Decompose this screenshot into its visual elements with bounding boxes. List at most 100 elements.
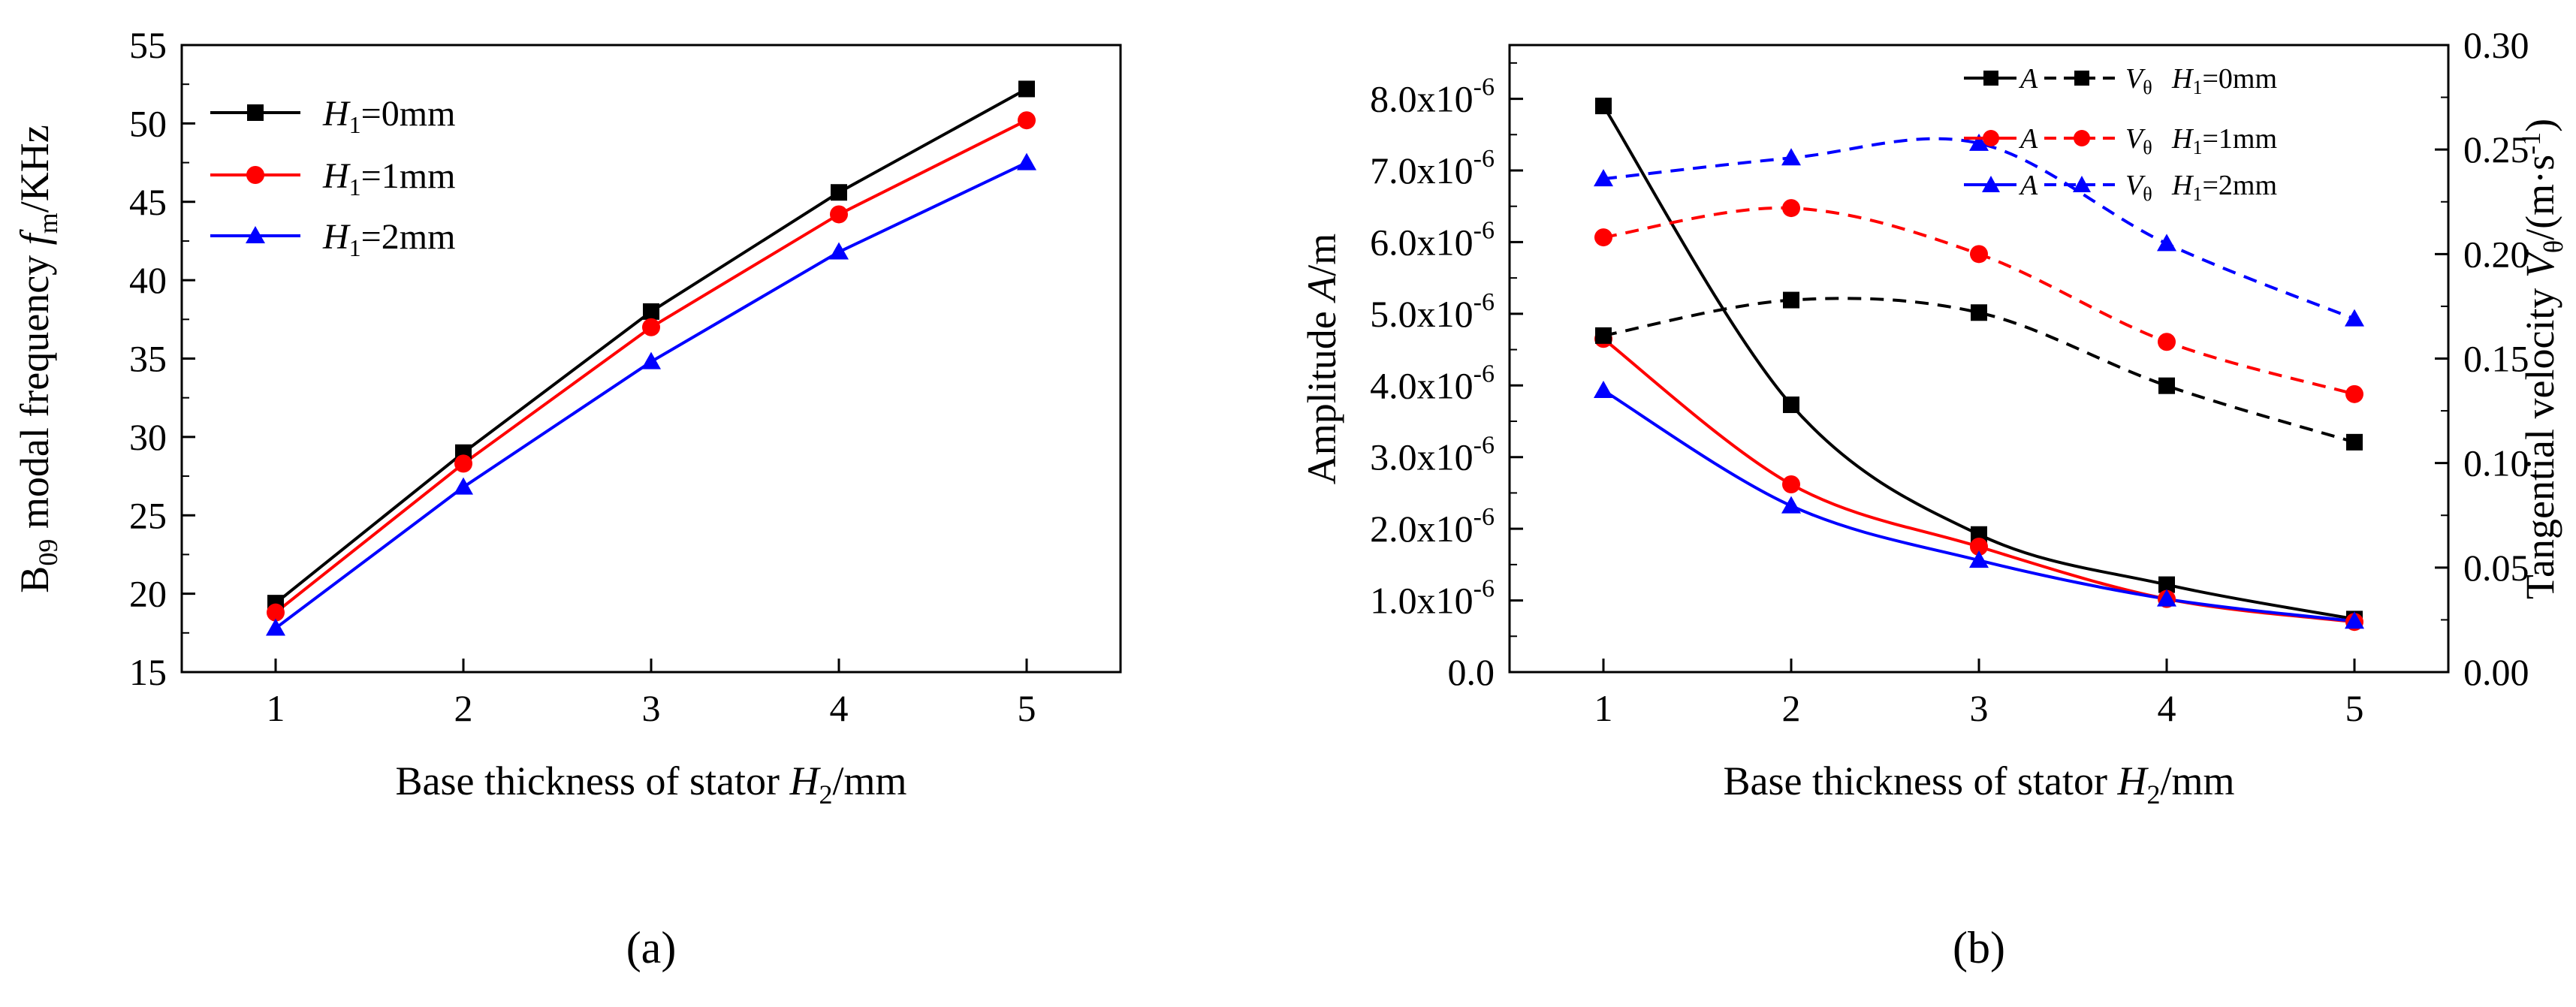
y-axis-title-a: B09 modal frequency fm/KHz: [12, 125, 63, 592]
legend-b: A Vθ H1=0mm A Vθ H1=1mm A: [1964, 63, 2277, 205]
series-line-b-3: [1603, 297, 2355, 444]
y-tick-label-b-right: 0.05: [2463, 547, 2529, 589]
data-point-a-1: [642, 318, 660, 336]
legend-vel-var-b-0: V: [2125, 63, 2146, 95]
data-point-b-0: [2158, 576, 2175, 593]
data-point-b-2: [2157, 589, 2176, 607]
y-tick-label-a: 40: [129, 259, 167, 301]
series-line-b-1: [1602, 337, 2355, 624]
legend-h-sub-b-0: 1: [2192, 77, 2202, 98]
data-point-b-5: [1781, 148, 1801, 166]
data-point-b-3: [2346, 433, 2363, 451]
x-tick-label-a: 1: [267, 687, 285, 729]
legend-entry-b-1: A Vθ H1=1mm: [1964, 123, 2277, 158]
y-tick-label-b-left: 1.0x10-6: [1370, 575, 1495, 622]
legend-h-var-b-2: H: [2171, 170, 2194, 201]
legend-vel-marker-b-2: [2073, 176, 2091, 192]
legend-vel-marker-b-0: [2074, 71, 2089, 86]
legend-vel-sub-b-1: θ: [2143, 137, 2152, 158]
y-tick-label-b-right: 0.30: [2463, 24, 2529, 66]
data-point-b-4: [1970, 245, 1988, 264]
legend-marker-a-1: [246, 166, 264, 184]
legend-a: H1=0mm H1=1mm H1=2mm: [210, 94, 455, 261]
y-tick-label-a: 15: [129, 651, 167, 693]
y-axis-title-b-right-sub: θ: [2538, 240, 2568, 253]
data-point-b-5: [2157, 234, 2176, 252]
legend-amp-label-b-0: A: [2018, 63, 2038, 95]
y-tick-label-a: 55: [129, 24, 167, 66]
data-point-a-0: [831, 184, 847, 201]
panel-label-b: (b): [1953, 923, 2005, 972]
y-tick-label-a: 25: [129, 494, 167, 536]
y-tick-label-b-left: 4.0x10-6: [1370, 360, 1495, 406]
data-point-a-2: [454, 477, 473, 495]
legend-marker-a-0: [247, 104, 264, 121]
x-tick-label-a: 3: [642, 687, 661, 729]
y-axis-title-a-sub: m: [33, 213, 63, 234]
legend-label-a-0: H1=0mm: [322, 94, 455, 138]
series-line-b-0: [1602, 105, 2355, 621]
legend-amp-marker-b-0: [1983, 71, 1998, 86]
legend-h-sub-b-2: 1: [2192, 183, 2202, 205]
data-point-b-4: [2158, 333, 2176, 351]
data-point-b-5: [1969, 133, 1989, 151]
data-point-b-4: [1594, 228, 1612, 247]
y-axis-title-a-main: modal frequency: [12, 245, 57, 538]
y-tick-label-b-left: 6.0x10-6: [1370, 216, 1495, 263]
y-axis-title-b-left: Amplitude A/m: [1299, 234, 1344, 485]
y-tick-label-a: 30: [129, 416, 167, 458]
x-axis-title-a-sub: 2: [819, 779, 832, 810]
legend-entry-a-2: H1=2mm: [210, 217, 455, 261]
y-axis-title-a-presub: 09: [33, 539, 63, 566]
series-markers-a: [266, 80, 1036, 636]
legend-amp-label-b-1: A: [2018, 123, 2038, 155]
x-tick-label-a: 2: [454, 687, 473, 729]
series-line-b-2: [1602, 389, 2355, 623]
legend-vel-label-b-0: Vθ: [2125, 63, 2152, 98]
data-point-a-0: [1018, 80, 1035, 98]
legend-vel-sub-b-0: θ: [2143, 77, 2152, 98]
data-point-b-3: [1595, 327, 1612, 344]
data-point-a-1: [267, 603, 285, 622]
data-point-b-3: [1971, 304, 1987, 321]
y-axis-title-a-pre: B: [12, 566, 57, 593]
y-tick-label-b-left: 2.0x10-6: [1370, 503, 1495, 550]
series-markers-b: [1594, 98, 2364, 632]
data-point-a-1: [830, 205, 848, 224]
legend-rest-a-0: =0mm: [361, 94, 456, 134]
x-axis-title-a-var: H: [789, 758, 821, 803]
y-tick-label-b-right: 0.10: [2463, 442, 2529, 484]
legend-amp-marker-b-2: [1982, 176, 2000, 192]
x-axis-title-b-var: H: [2116, 758, 2149, 803]
series-line-b-5: [1603, 137, 2355, 321]
data-point-b-4: [2345, 384, 2363, 403]
y-axis-title-b-right-main: Tangential velocity: [2517, 278, 2562, 599]
x-axis-title-a-unit: /mm: [832, 758, 906, 803]
y-tick-label-b-left: 3.0x10-6: [1370, 432, 1495, 478]
data-point-b-0: [1783, 396, 1799, 414]
legend-var-a-2: H: [322, 217, 351, 257]
legend-entry-b-2: A Vθ H1=2mm: [1964, 170, 2277, 205]
legend-h-rest-b-1: =1mm: [2202, 123, 2277, 155]
axes-ticks-b: 0.0 1.0x10-6 2.0x10-6 3.0x10-6 4.0x10-6 5.0x1…: [1370, 24, 2529, 729]
data-point-b-0: [1595, 98, 1612, 115]
data-point-a-2: [1017, 152, 1036, 170]
legend-vel-label-b-1: Vθ: [2125, 123, 2152, 158]
legend-h-label-b-0: H1=0mm: [2171, 63, 2277, 98]
legend-rest-a-1: =1mm: [361, 156, 456, 196]
legend-vel-label-b-2: Vθ: [2125, 170, 2152, 205]
data-point-a-2: [266, 618, 285, 636]
legend-h-var-b-0: H: [2171, 63, 2194, 95]
y-tick-label-b-right: 0.15: [2463, 338, 2529, 380]
series-line-b-4: [1603, 206, 2355, 396]
chart-panel-b: 0.0 1.0x10-6 2.0x10-6 3.0x10-6 4.0x10-6 5.0x1…: [1299, 24, 2568, 972]
legend-var-a-0: H: [322, 94, 351, 134]
data-point-a-2: [641, 351, 661, 369]
legend-amp-marker-b-1: [1983, 130, 1999, 146]
y-tick-label-b-right: 0.20: [2463, 233, 2529, 275]
legend-entry-a-1: H1=1mm: [210, 156, 455, 200]
x-tick-label-b: 3: [1970, 687, 1989, 729]
data-point-b-5: [2345, 309, 2364, 327]
legend-h-label-b-1: H1=1mm: [2171, 123, 2277, 158]
